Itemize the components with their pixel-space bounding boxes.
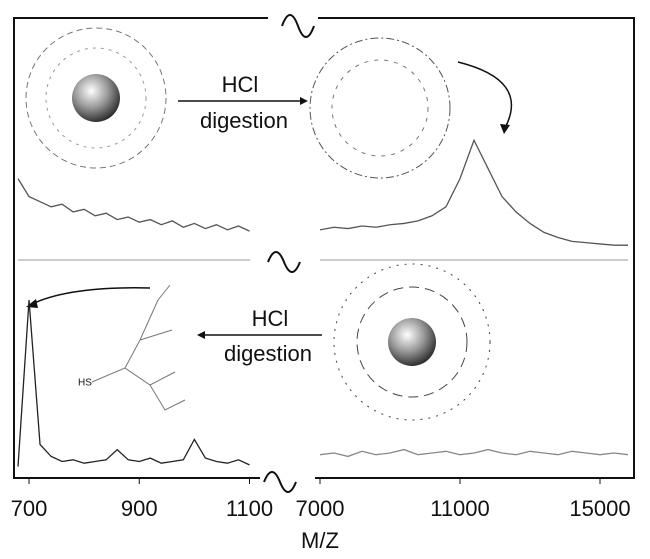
- annotation: digestion: [224, 341, 312, 366]
- spectrum: [319, 448, 629, 458]
- x-tick-label: 1100: [226, 496, 273, 521]
- annotation: digestion: [200, 108, 288, 133]
- axis-break: [267, 251, 301, 273]
- frame: [13, 17, 635, 479]
- spectrum: [17, 178, 250, 232]
- nanoparticle: [333, 263, 491, 421]
- axis-break: [263, 471, 297, 493]
- x-tick-label: 11000: [430, 496, 490, 521]
- dendron: [91, 284, 186, 411]
- nanoparticle: [25, 27, 167, 169]
- axis-break: [281, 14, 315, 38]
- spectrum: [319, 138, 628, 246]
- x-axis-label: M/Z: [301, 528, 339, 553]
- annotation: HCl: [252, 306, 289, 331]
- break-gap: [260, 468, 315, 488]
- arrow-head: [300, 97, 308, 105]
- arrow: [31, 287, 151, 305]
- annotation: HCl: [222, 72, 259, 97]
- arrow-head: [500, 124, 510, 134]
- arrow-head: [26, 299, 38, 308]
- x-tick-label: 15000: [569, 496, 630, 521]
- arrow: [457, 61, 513, 129]
- spectrum: [17, 299, 250, 467]
- x-tick-label: 900: [121, 496, 158, 521]
- arrow-head: [197, 331, 205, 339]
- dendron-ring: [309, 37, 451, 179]
- x-tick-label: 700: [11, 496, 48, 521]
- x-tick-label: 7000: [296, 496, 345, 521]
- annotation: HS: [78, 378, 92, 389]
